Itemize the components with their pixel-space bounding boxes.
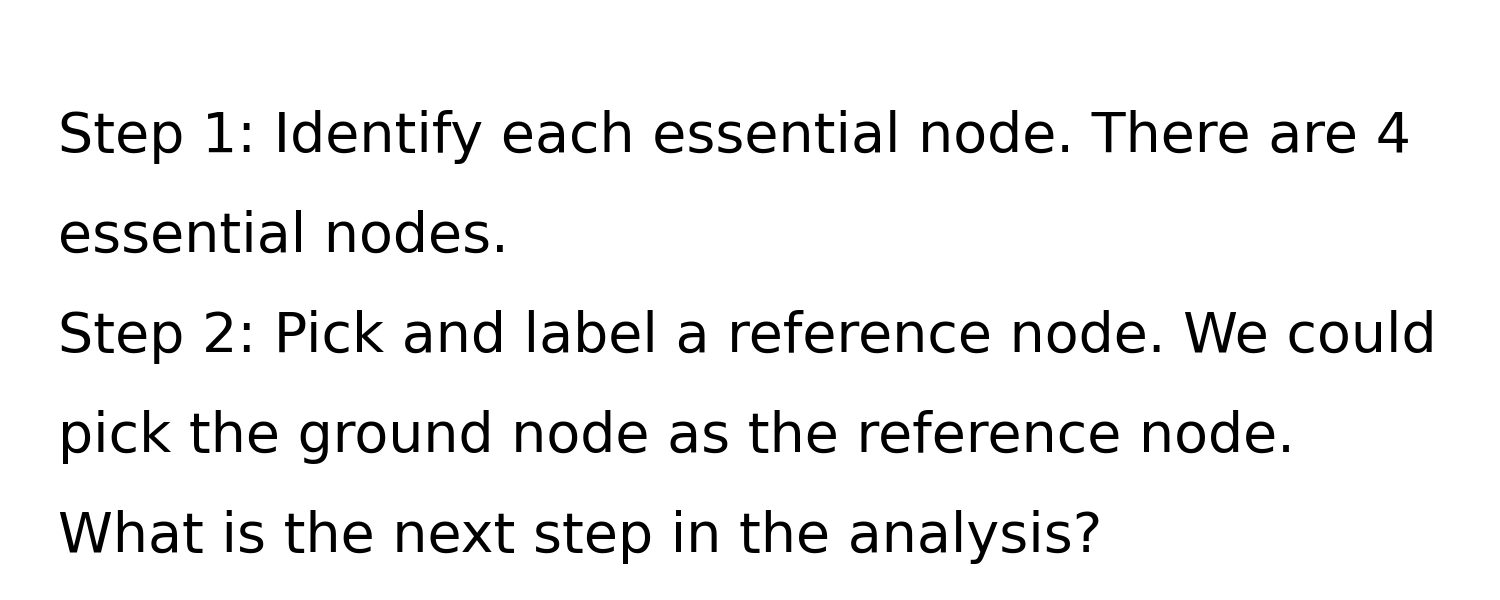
Text: Step 1: Identify each essential node. There are 4: Step 1: Identify each essential node. Th… — [58, 110, 1411, 164]
Text: essential nodes.: essential nodes. — [58, 210, 509, 264]
Text: What is the next step in the analysis?: What is the next step in the analysis? — [58, 510, 1102, 564]
Text: pick the ground node as the reference node.: pick the ground node as the reference no… — [58, 410, 1294, 464]
Text: Step 2: Pick and label a reference node. We could: Step 2: Pick and label a reference node.… — [58, 310, 1437, 364]
